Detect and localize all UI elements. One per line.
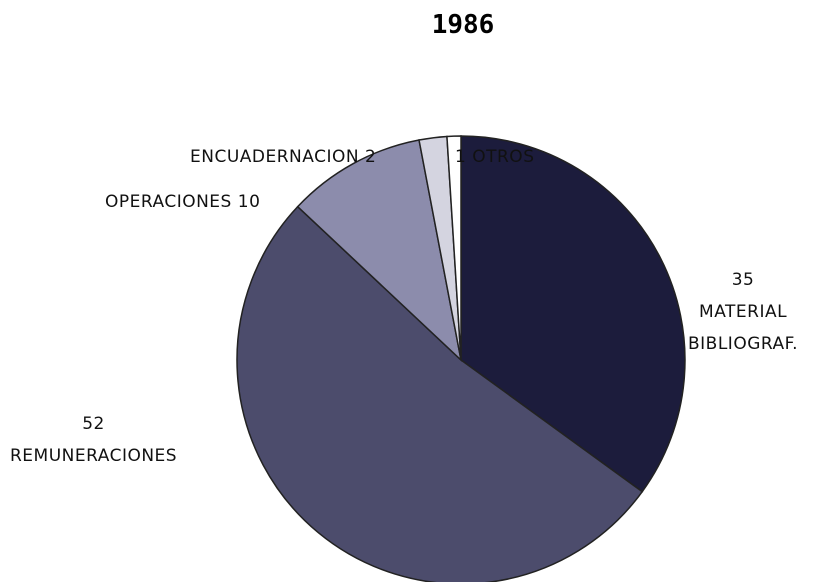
slice-value: 10 bbox=[237, 192, 261, 212]
slice-label: 1 OTROS bbox=[455, 109, 534, 173]
slice-value: 52 bbox=[82, 414, 105, 434]
pie-slice bbox=[446, 135, 462, 361]
slice-category: REMUNERACIONES bbox=[10, 446, 178, 466]
slice-category: ENCUADERNACION bbox=[190, 147, 360, 167]
pie-slice bbox=[460, 135, 686, 493]
slice-value: 1 bbox=[455, 147, 467, 167]
slice-category: OPERACIONES bbox=[105, 192, 232, 212]
pie-slice bbox=[296, 139, 463, 363]
slice-label: OPERACIONES 10 bbox=[105, 154, 260, 218]
slice-label: 35 MATERIAL BIBLIOGRAF. bbox=[688, 232, 798, 360]
slice-label: ENCUADERNACION 2 bbox=[190, 109, 376, 173]
slice-label: 52 REMUNERACIONES bbox=[10, 376, 177, 472]
slice-value: 35 bbox=[731, 270, 755, 290]
slice-value: 2 bbox=[364, 147, 377, 167]
chart-title: 1986 bbox=[431, 10, 495, 40]
pie-slice bbox=[236, 205, 644, 582]
slice-category: MATERIAL BIBLIOGRAF. bbox=[688, 302, 799, 354]
slice-category: OTROS bbox=[472, 147, 535, 167]
